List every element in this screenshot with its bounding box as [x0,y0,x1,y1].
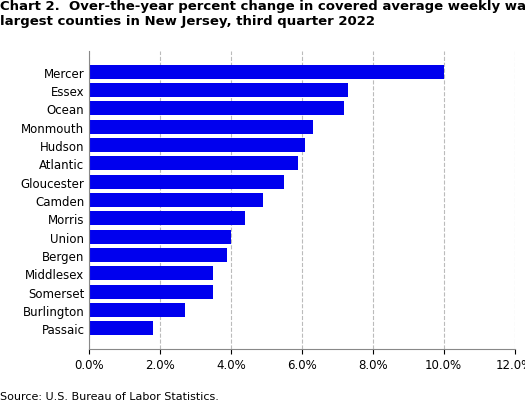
Bar [89,120,312,134]
Bar [89,175,284,189]
Bar [89,194,263,207]
Bar [89,102,344,116]
Bar [89,304,185,317]
Bar [89,84,348,97]
Bar [89,322,153,335]
Bar [89,212,245,226]
Bar [89,285,213,299]
Bar [89,157,298,171]
Bar [89,66,444,79]
Bar [89,249,227,262]
Bar [89,230,231,244]
Bar [89,267,213,281]
Text: Source: U.S. Bureau of Labor Statistics.: Source: U.S. Bureau of Labor Statistics. [0,391,219,401]
Bar [89,139,306,152]
Text: Chart 2.  Over-the-year percent change in covered average weekly wages among the: Chart 2. Over-the-year percent change in… [0,0,525,28]
